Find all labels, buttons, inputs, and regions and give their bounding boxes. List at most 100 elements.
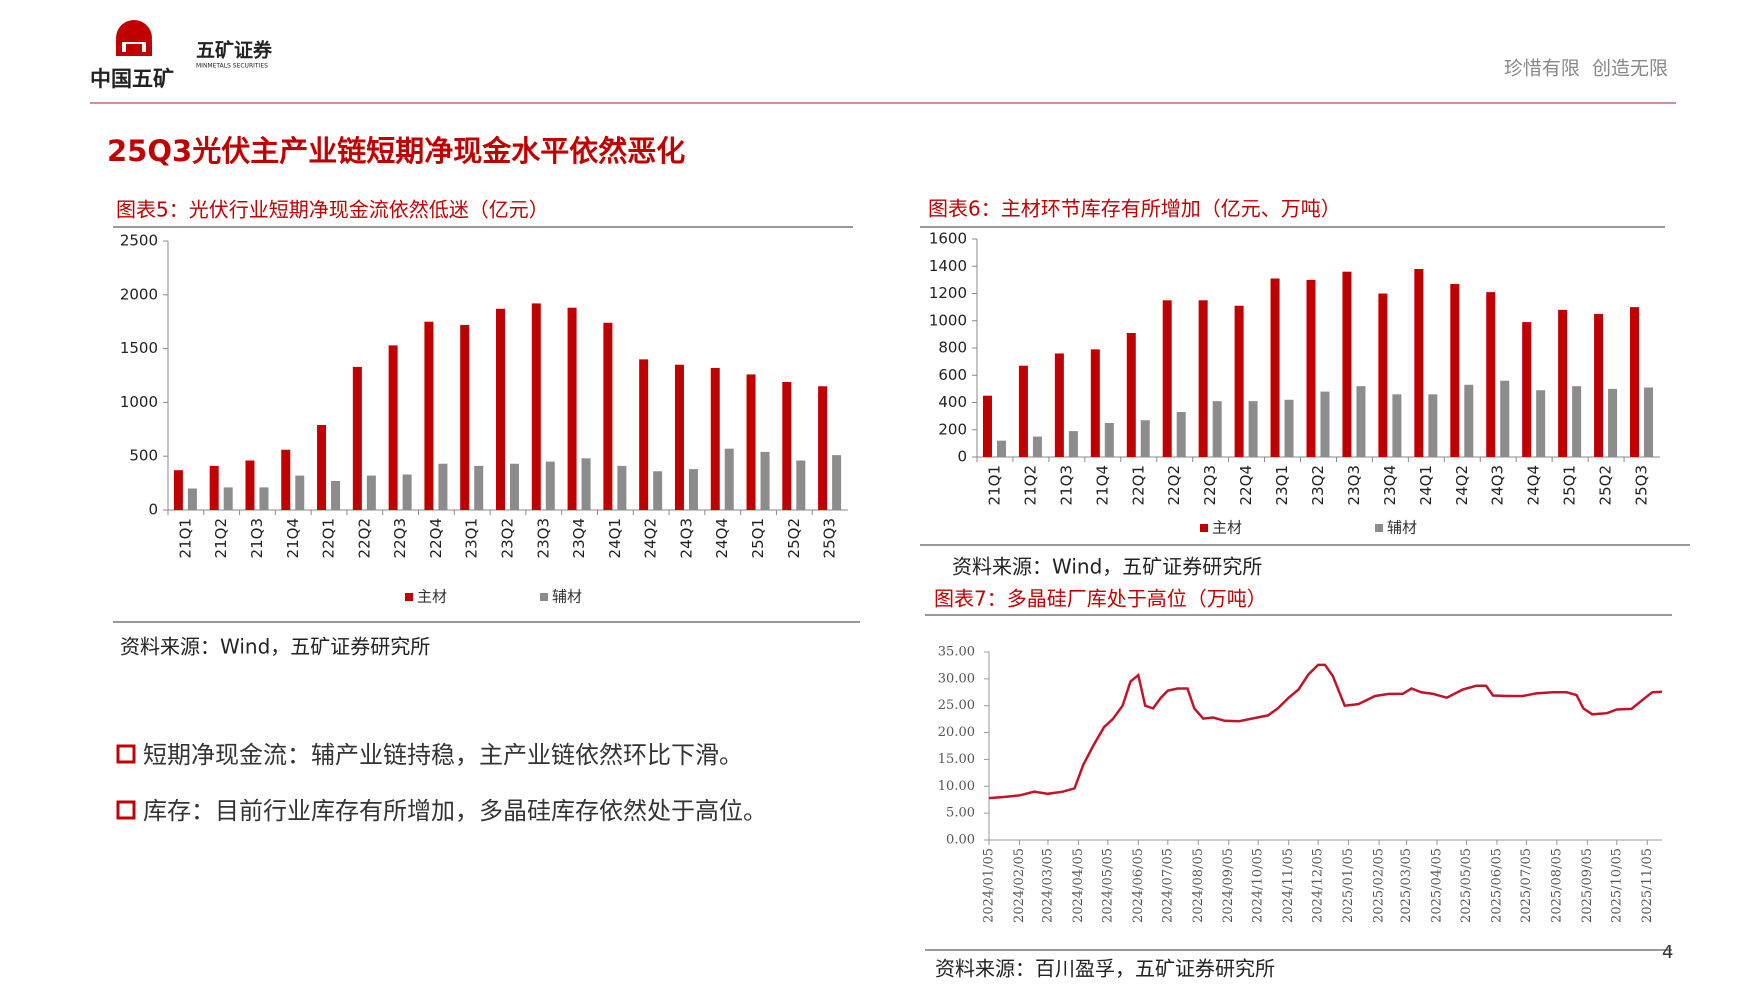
- bar: [567, 307, 577, 510]
- bar: [1522, 322, 1532, 457]
- logo: [116, 20, 152, 56]
- bar: [545, 461, 555, 510]
- x-tick-label: 2025/08/05: [1549, 848, 1564, 923]
- y-tick-label: 35.00: [938, 645, 975, 660]
- bar: [1198, 300, 1208, 457]
- bar: [1176, 412, 1186, 457]
- x-tick-label: 25Q3: [821, 518, 839, 558]
- source: 资料来源：百川盈孚，五矿证券研究所: [935, 957, 1275, 981]
- bar: [281, 449, 291, 510]
- brand-en: MINMETALS SECURITIES: [196, 63, 268, 70]
- bar: [1572, 386, 1582, 457]
- x-tick-label: 23Q2: [1309, 465, 1327, 505]
- x-tick-label: 25Q1: [1561, 465, 1579, 505]
- bar: [1126, 333, 1136, 457]
- bar: [460, 324, 470, 510]
- x-tick-label: 2025/10/05: [1609, 848, 1624, 923]
- x-tick-label: 2024/02/05: [1012, 848, 1027, 923]
- source: 资料来源：Wind，五矿证券研究所: [952, 555, 1262, 579]
- x-tick-label: 24Q3: [1489, 465, 1507, 505]
- bar: [603, 322, 613, 510]
- bar: [438, 463, 448, 510]
- bullet-icon: [116, 800, 136, 820]
- bar: [724, 448, 734, 510]
- y-tick-label: 200: [938, 420, 967, 438]
- bar: [653, 471, 663, 510]
- x-tick-label: 2024/05/05: [1100, 848, 1115, 923]
- x-tick-label: 21Q2: [212, 518, 230, 558]
- y-tick-label: 20.00: [938, 725, 975, 740]
- x-tick-label: 22Q1: [320, 518, 338, 558]
- bar: [187, 488, 197, 510]
- bar: [388, 345, 398, 510]
- source: 资料来源：Wind，五矿证券研究所: [120, 635, 430, 659]
- x-tick-label: 2025/07/05: [1519, 848, 1534, 923]
- x-tick-label: 22Q3: [1201, 465, 1219, 505]
- bar: [1032, 436, 1042, 457]
- bar: [1486, 292, 1496, 457]
- bar: [259, 487, 269, 510]
- bar: [1558, 309, 1568, 457]
- x-tick-label: 2025/03/05: [1399, 848, 1414, 923]
- y-tick-label: 30.00: [938, 671, 975, 686]
- x-tick-label: 2024/10/05: [1251, 848, 1266, 923]
- x-tick-label: 24Q2: [1453, 465, 1471, 505]
- bar: [1608, 388, 1618, 457]
- bar: [1356, 386, 1366, 457]
- y-tick-label: 0.00: [946, 833, 975, 848]
- bar: [1212, 401, 1222, 457]
- bar: [209, 465, 219, 510]
- x-tick-label: 2025/06/05: [1489, 848, 1504, 923]
- x-tick-label: 22Q3: [391, 518, 409, 558]
- legend-label: 辅材: [552, 588, 582, 606]
- bar: [782, 381, 792, 510]
- bar: [982, 395, 992, 457]
- x-tick-label: 24Q1: [1417, 465, 1435, 505]
- x-tick-label: 2024/09/05: [1221, 848, 1236, 923]
- chart-title: 图表7：多晶硅厂库处于高位（万吨）: [934, 587, 1267, 611]
- x-tick-label: 2025/01/05: [1341, 848, 1356, 923]
- x-tick-label: 2025/02/05: [1372, 848, 1387, 923]
- x-tick-label: 2025/11/05: [1640, 848, 1655, 923]
- x-tick-label: 2024/07/05: [1160, 848, 1175, 923]
- x-tick-label: 23Q1: [1273, 465, 1291, 505]
- bar: [1414, 268, 1424, 457]
- bar: [1090, 349, 1100, 457]
- x-tick-label: 22Q4: [427, 518, 445, 558]
- x-tick-label: 23Q2: [499, 518, 517, 558]
- bar: [366, 475, 376, 510]
- legend-swatch: [540, 593, 548, 601]
- line: [988, 663, 1663, 800]
- y-tick-label: 2000: [120, 285, 158, 303]
- x-tick-label: 23Q1: [463, 518, 481, 558]
- bar: [1342, 271, 1352, 457]
- bar: [1140, 420, 1150, 457]
- bar: [996, 440, 1006, 457]
- legend-swatch: [1200, 524, 1208, 532]
- y-tick-label: 15.00: [938, 752, 975, 767]
- y-tick-label: 1400: [929, 257, 967, 275]
- x-tick-label: 21Q3: [248, 518, 266, 558]
- bar: [1500, 380, 1510, 457]
- x-tick-label: 25Q2: [1597, 465, 1615, 505]
- y-tick-label: 500: [129, 447, 158, 465]
- bar: [424, 321, 434, 510]
- x-tick-label: 23Q3: [1345, 465, 1363, 505]
- bar: [1630, 307, 1640, 457]
- x-tick-label: 21Q3: [1057, 465, 1075, 505]
- x-tick-label: 2024/12/05: [1311, 848, 1326, 923]
- bar: [223, 487, 233, 510]
- y-tick-label: 1000: [120, 393, 158, 411]
- bar: [510, 463, 519, 510]
- x-tick-label: 22Q2: [355, 518, 373, 558]
- bar: [760, 451, 770, 510]
- bar: [639, 359, 649, 510]
- x-tick-label: 23Q3: [534, 518, 552, 558]
- x-tick-label: 2025/09/05: [1580, 848, 1595, 923]
- bar: [1306, 279, 1316, 457]
- x-tick-label: 24Q2: [642, 518, 660, 558]
- bar: [617, 465, 627, 510]
- x-tick-label: 21Q2: [1021, 465, 1039, 505]
